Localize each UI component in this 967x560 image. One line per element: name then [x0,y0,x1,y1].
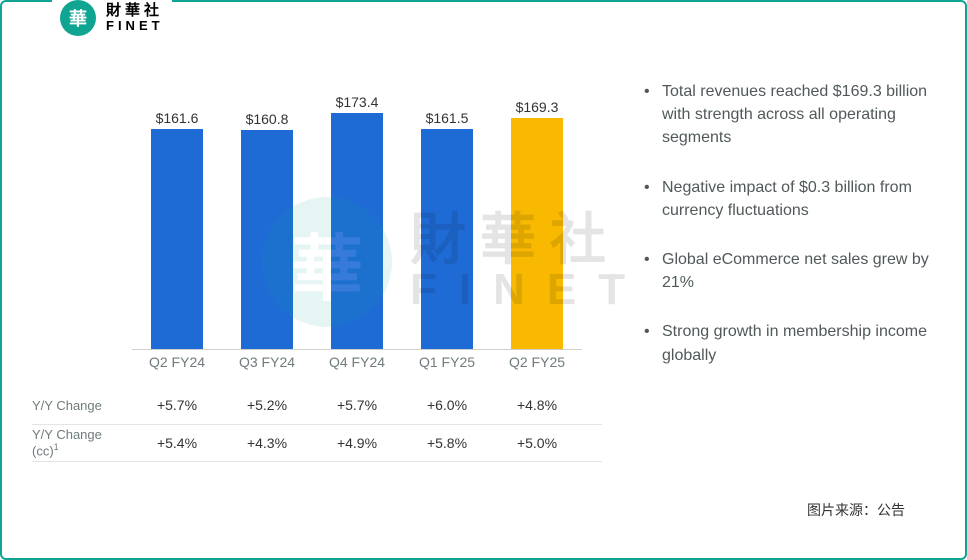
brand-logo-text: 財華社 FINET [106,3,164,34]
bar-chart: $161.6 $160.8 $173.4 $161.5 $169.3 [132,50,582,350]
bar [151,129,203,349]
bullet-item: Total revenues reached $169.3 billion wi… [642,80,935,150]
row-cell: +4.9% [312,435,402,451]
brand-name-cn: 財華社 [106,3,164,20]
bar-value-label: $173.4 [336,94,379,110]
row-cell: +5.7% [132,397,222,413]
row-cells: +5.4%+4.3%+4.9%+5.8%+5.0% [132,435,582,451]
row-cell: +4.3% [222,435,312,451]
x-axis-label: Q3 FY24 [222,354,312,370]
row-header: Y/Y Change (cc)1 [32,427,132,458]
bar-column: $169.3 [492,50,582,349]
bar-column: $173.4 [312,50,402,349]
x-axis-label: Q2 FY25 [492,354,582,370]
data-rows: Y/Y Change+5.7%+5.2%+5.7%+6.0%+4.8%Y/Y C… [32,386,602,462]
brand-logo-badge: 華 [60,0,96,36]
bar-column: $160.8 [222,50,312,349]
bar-value-label: $161.6 [156,110,199,126]
bar [241,130,293,349]
chart-column: $161.6 $160.8 $173.4 $161.5 $169.3 Q2 FY24Q3… [32,50,602,538]
bar [331,113,383,349]
row-cell: +6.0% [402,397,492,413]
row-cell: +5.4% [132,435,222,451]
row-cells: +5.7%+5.2%+5.7%+6.0%+4.8% [132,397,582,413]
bullet-item: Global eCommerce net sales grew by 21% [642,248,935,294]
row-cell: +5.7% [312,397,402,413]
bullets-column: Total revenues reached $169.3 billion wi… [602,50,935,538]
bar-value-label: $160.8 [246,111,289,127]
x-axis-label: Q1 FY25 [402,354,492,370]
bullets-list: Total revenues reached $169.3 billion wi… [642,80,935,367]
x-axis: Q2 FY24Q3 FY24Q4 FY24Q1 FY25Q2 FY25 [132,354,582,370]
bar-value-label: $161.5 [426,110,469,126]
bar [421,129,473,349]
x-axis-label: Q2 FY24 [132,354,222,370]
brand-name-en: FINET [106,19,164,33]
bullet-item: Negative impact of $0.3 billion from cur… [642,176,935,222]
bar [511,118,563,349]
brand-logo: 華 財華社 FINET [52,0,172,36]
image-source-label: 图片来源：公告 [807,500,905,520]
bar-value-label: $169.3 [516,99,559,115]
row-cell: +5.8% [402,435,492,451]
bullet-item: Strong growth in membership income globa… [642,320,935,366]
main-content: $161.6 $160.8 $173.4 $161.5 $169.3 Q2 FY24Q3… [32,50,935,538]
bar-column: $161.6 [132,50,222,349]
table-row: Y/Y Change+5.7%+5.2%+5.7%+6.0%+4.8% [32,386,602,424]
x-axis-label: Q4 FY24 [312,354,402,370]
row-cell: +5.2% [222,397,312,413]
row-cell: +5.0% [492,435,582,451]
bar-column: $161.5 [402,50,492,349]
row-cell: +4.8% [492,397,582,413]
table-row: Y/Y Change (cc)1+5.4%+4.3%+4.9%+5.8%+5.0… [32,424,602,462]
row-header: Y/Y Change [32,398,132,413]
